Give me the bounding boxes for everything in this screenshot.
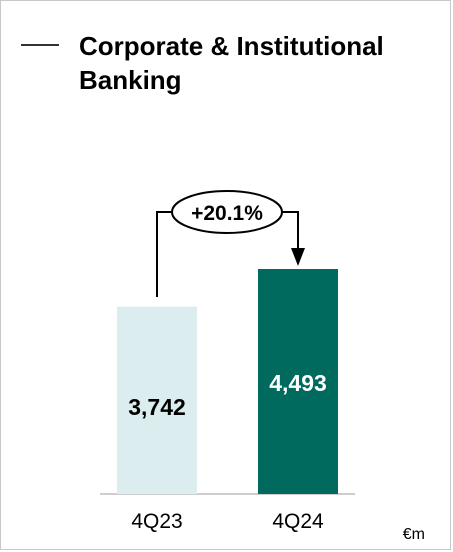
change-label: +20.1%	[191, 202, 263, 225]
change-badge	[171, 190, 283, 234]
data-label-4Q23: 3,742	[128, 394, 186, 420]
category-label-4Q23: 4Q23	[131, 510, 182, 533]
bar-4Q24	[258, 269, 338, 494]
change-arrow-head	[291, 248, 305, 266]
bars-group: 3,742 4Q23 4,493 4Q24	[117, 269, 338, 533]
title-dash	[21, 44, 59, 46]
data-label-4Q24: 4,493	[269, 370, 327, 396]
unit-label: €m	[402, 526, 425, 543]
category-label-4Q24: 4Q24	[272, 510, 324, 533]
bar-4Q23	[117, 306, 197, 494]
chart-title: Corporate & Institutional Banking	[79, 31, 384, 95]
